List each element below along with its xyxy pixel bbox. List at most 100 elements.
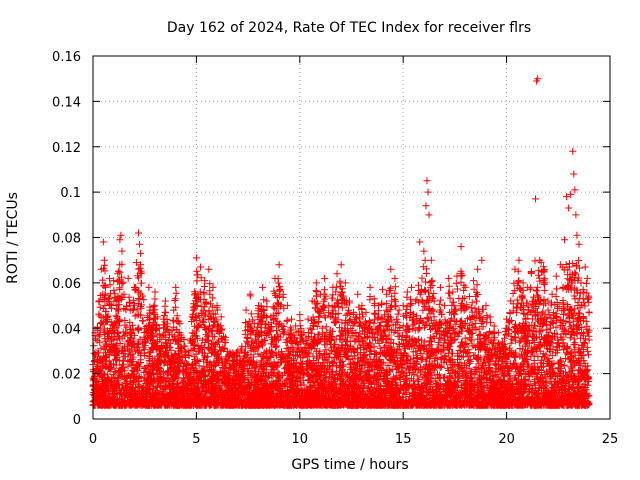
data-point	[304, 315, 312, 323]
data-point	[403, 288, 411, 296]
x-tick-label: 25	[602, 432, 619, 447]
data-point	[379, 286, 387, 294]
data-point	[103, 313, 111, 321]
data-point	[503, 315, 511, 323]
data-point	[486, 313, 494, 321]
data-point	[292, 322, 300, 330]
data-point	[425, 211, 433, 219]
y-tick-label: 0.1	[60, 186, 81, 201]
data-point	[571, 186, 579, 194]
data-point	[575, 240, 583, 248]
data-point	[563, 193, 571, 201]
data-point	[581, 263, 589, 271]
data-point	[288, 315, 296, 323]
data-point	[350, 308, 358, 316]
data-point	[159, 315, 167, 323]
data-point	[370, 295, 378, 303]
data-point	[423, 177, 431, 185]
data-point	[453, 272, 461, 280]
data-point	[213, 302, 221, 310]
data-point	[561, 236, 569, 244]
data-point	[166, 331, 174, 339]
x-tick-label: 0	[89, 432, 97, 447]
data-point	[424, 188, 432, 196]
data-point	[416, 238, 424, 246]
data-point	[316, 290, 324, 298]
data-point	[217, 313, 225, 321]
data-point	[120, 290, 128, 298]
data-point	[569, 147, 577, 155]
data-point	[279, 290, 287, 298]
data-point	[498, 338, 506, 346]
data-point	[136, 240, 144, 248]
data-point	[441, 302, 449, 310]
data-point	[461, 283, 469, 291]
y-tick-label: 0.14	[52, 95, 81, 110]
data-point	[300, 329, 308, 337]
data-point	[234, 347, 242, 355]
data-point	[176, 320, 184, 328]
data-point	[271, 274, 279, 282]
data-point	[494, 329, 502, 337]
data-point	[259, 283, 267, 291]
x-tick-label: 10	[292, 432, 309, 447]
data-point	[161, 297, 169, 305]
data-point	[383, 290, 391, 298]
data-point	[145, 283, 153, 291]
data-point	[445, 274, 453, 282]
data-point	[155, 324, 163, 332]
data-point	[395, 306, 403, 314]
data-point	[114, 270, 122, 278]
data-point	[474, 265, 482, 273]
data-point	[132, 258, 140, 266]
data-point	[197, 263, 205, 271]
y-tick-label: 0	[73, 413, 81, 428]
data-point	[570, 170, 578, 178]
data-point	[399, 302, 407, 310]
data-point	[99, 238, 107, 246]
data-point	[108, 302, 116, 310]
data-point	[205, 265, 213, 273]
data-point	[95, 297, 103, 305]
data-point	[124, 274, 132, 282]
x-axis-title: GPS time / hours	[291, 457, 408, 473]
data-point	[523, 283, 531, 291]
data-point	[391, 274, 399, 282]
data-point	[126, 306, 134, 314]
data-point	[374, 302, 382, 310]
x-tick-label: 15	[395, 432, 412, 447]
data-point	[134, 229, 142, 237]
data-point	[116, 236, 124, 244]
y-axis-title: ROTI / TECUs	[5, 192, 21, 284]
data-point	[436, 283, 444, 291]
data-point	[354, 290, 362, 298]
data-point	[172, 283, 180, 291]
data-point	[337, 261, 345, 269]
data-point	[341, 279, 349, 287]
data-point	[250, 320, 258, 328]
data-point	[515, 256, 523, 264]
data-point	[507, 297, 515, 305]
data-point	[170, 306, 178, 314]
data-point	[329, 283, 337, 291]
data-point	[366, 283, 374, 291]
data-point	[387, 265, 395, 273]
data-point	[536, 256, 544, 264]
data-point	[333, 270, 341, 278]
data-point	[482, 302, 490, 310]
data-point	[470, 277, 478, 285]
data-point	[544, 297, 552, 305]
data-point	[242, 306, 250, 314]
data-point	[97, 265, 105, 273]
data-point	[548, 290, 556, 298]
data-point	[407, 283, 415, 291]
data-point	[577, 279, 585, 287]
data-point	[180, 336, 188, 344]
data-point	[565, 204, 573, 212]
y-tick-label: 0.12	[52, 141, 81, 156]
data-point	[283, 302, 291, 310]
data-point	[540, 279, 548, 287]
data-point	[275, 261, 283, 269]
data-point	[130, 283, 138, 291]
